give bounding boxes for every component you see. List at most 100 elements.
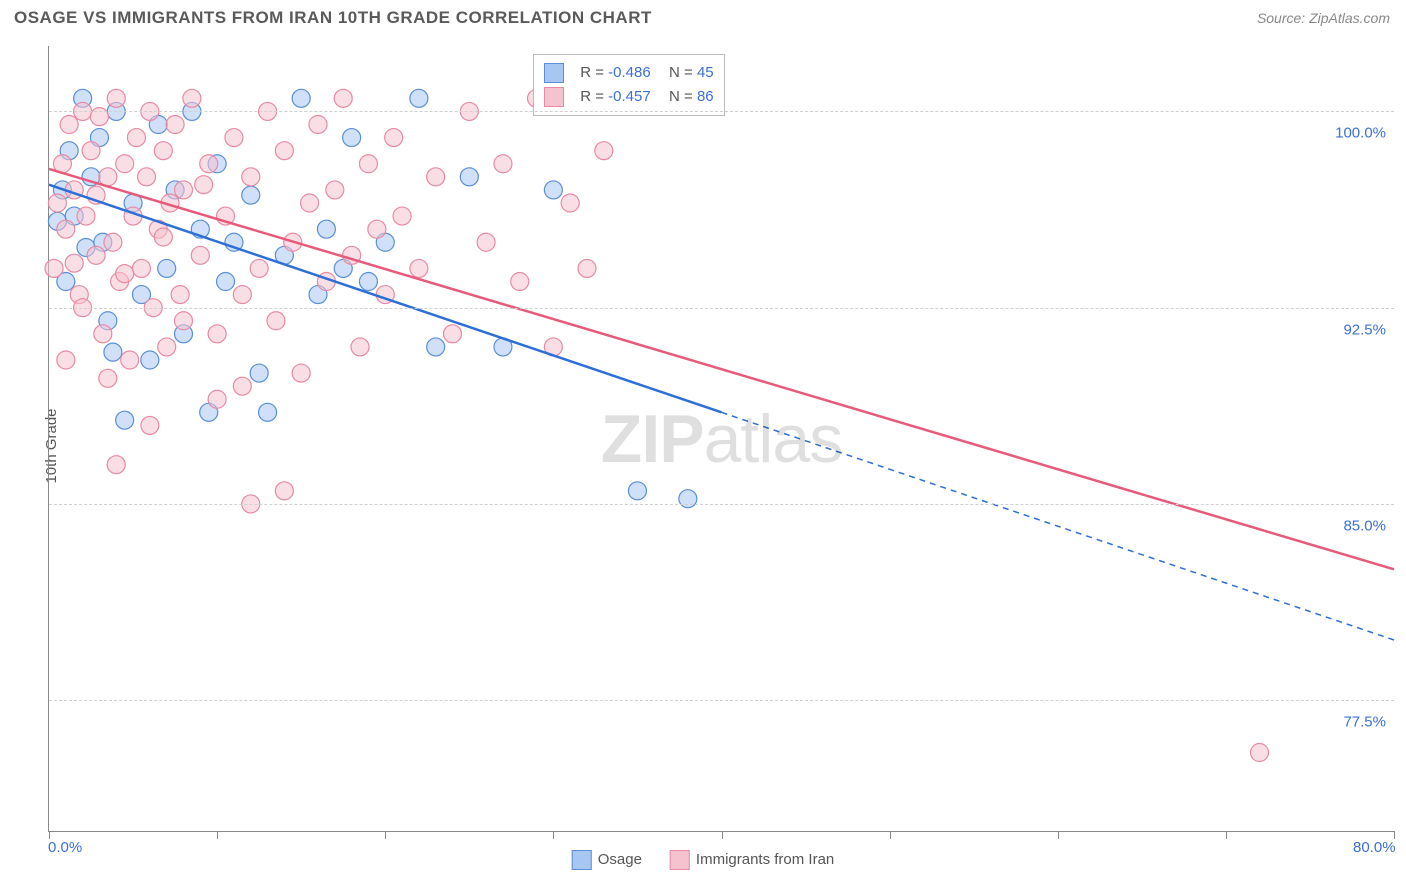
scatter-point: [116, 411, 134, 429]
scatter-point: [195, 176, 213, 194]
x-tick: [553, 831, 554, 839]
gridline: [49, 111, 1394, 112]
scatter-point: [275, 482, 293, 500]
scatter-point: [326, 181, 344, 199]
scatter-point: [45, 259, 63, 277]
correlation-legend: R = -0.486 N = 45R = -0.457 N = 86: [533, 54, 724, 116]
scatter-point: [208, 390, 226, 408]
scatter-point: [94, 325, 112, 343]
scatter-point: [141, 351, 159, 369]
scatter-point: [171, 286, 189, 304]
scatter-point: [154, 228, 172, 246]
scatter-point: [48, 194, 66, 212]
scatter-point: [57, 220, 75, 238]
scatter-point: [427, 168, 445, 186]
scatter-point: [679, 490, 697, 508]
scatter-point: [154, 142, 172, 160]
scatter-point: [309, 116, 327, 134]
scatter-point: [104, 343, 122, 361]
scatter-point: [175, 181, 193, 199]
source-label: Source: ZipAtlas.com: [1257, 10, 1390, 26]
scatter-point: [595, 142, 613, 160]
x-tick-label: 0.0%: [48, 839, 82, 856]
x-tick-label: 80.0%: [1353, 839, 1396, 856]
scatter-point: [460, 168, 478, 186]
scatter-point: [107, 456, 125, 474]
scatter-point: [65, 254, 83, 272]
x-tick: [722, 831, 723, 839]
x-tick: [217, 831, 218, 839]
legend-label: Osage: [598, 851, 642, 868]
r-label: R = -0.486: [580, 64, 650, 81]
scatter-point: [477, 233, 495, 251]
legend-swatch: [544, 63, 564, 83]
scatter-point: [127, 129, 145, 147]
scatter-point: [343, 129, 361, 147]
y-tick-label: 85.0%: [1343, 517, 1386, 534]
x-tick: [49, 831, 50, 839]
x-tick: [385, 831, 386, 839]
n-label: N = 45: [661, 64, 714, 81]
scatter-point: [116, 265, 134, 283]
scatter-point: [578, 259, 596, 277]
scatter-point: [99, 168, 117, 186]
scatter-point: [250, 259, 268, 277]
scatter-point: [385, 129, 403, 147]
scatter-point: [158, 338, 176, 356]
legend-swatch: [572, 850, 592, 870]
trend-line-dashed: [722, 412, 1395, 640]
scatter-point: [544, 181, 562, 199]
gridline: [49, 308, 1394, 309]
scatter-point: [628, 482, 646, 500]
scatter-point: [217, 273, 235, 291]
scatter-point: [57, 351, 75, 369]
scatter-point: [359, 273, 377, 291]
scatter-point: [259, 403, 277, 421]
scatter-point: [104, 233, 122, 251]
scatter-point: [410, 89, 428, 107]
scatter-point: [141, 416, 159, 434]
scatter-point: [175, 312, 193, 330]
scatter-point: [351, 338, 369, 356]
gridline: [49, 700, 1394, 701]
series-legend: OsageImmigrants from Iran: [572, 850, 835, 870]
legend-swatch: [670, 850, 690, 870]
scatter-point: [82, 142, 100, 160]
scatter-point: [208, 325, 226, 343]
scatter-point: [250, 364, 268, 382]
scatter-point: [275, 142, 293, 160]
scatter-point: [292, 364, 310, 382]
scatter-point: [511, 273, 529, 291]
legend-row: R = -0.457 N = 86: [544, 85, 713, 109]
scatter-point: [334, 89, 352, 107]
gridline: [49, 504, 1394, 505]
scatter-point: [368, 220, 386, 238]
scatter-point: [200, 155, 218, 173]
scatter-point: [494, 155, 512, 173]
scatter-point: [410, 259, 428, 277]
scatter-point: [90, 108, 108, 126]
x-tick: [1394, 831, 1395, 839]
chart-plot-area: ZIPatlas R = -0.486 N = 45R = -0.457 N =…: [48, 46, 1394, 832]
scatter-point: [225, 129, 243, 147]
scatter-point: [242, 168, 260, 186]
x-tick: [1226, 831, 1227, 839]
scatter-point: [107, 89, 125, 107]
y-tick-label: 77.5%: [1343, 714, 1386, 731]
scatter-point: [267, 312, 285, 330]
scatter-point: [1251, 744, 1269, 762]
legend-row: R = -0.486 N = 45: [544, 61, 713, 85]
scatter-point: [292, 89, 310, 107]
scatter-point: [138, 168, 156, 186]
legend-swatch: [544, 87, 564, 107]
scatter-point: [561, 194, 579, 212]
scatter-point: [444, 325, 462, 343]
legend-item: Osage: [572, 850, 642, 870]
x-tick: [1058, 831, 1059, 839]
scatter-point: [99, 369, 117, 387]
scatter-point: [121, 351, 139, 369]
scatter-point: [158, 259, 176, 277]
r-label: R = -0.457: [580, 88, 650, 105]
scatter-point: [233, 286, 251, 304]
scatter-point: [87, 246, 105, 264]
